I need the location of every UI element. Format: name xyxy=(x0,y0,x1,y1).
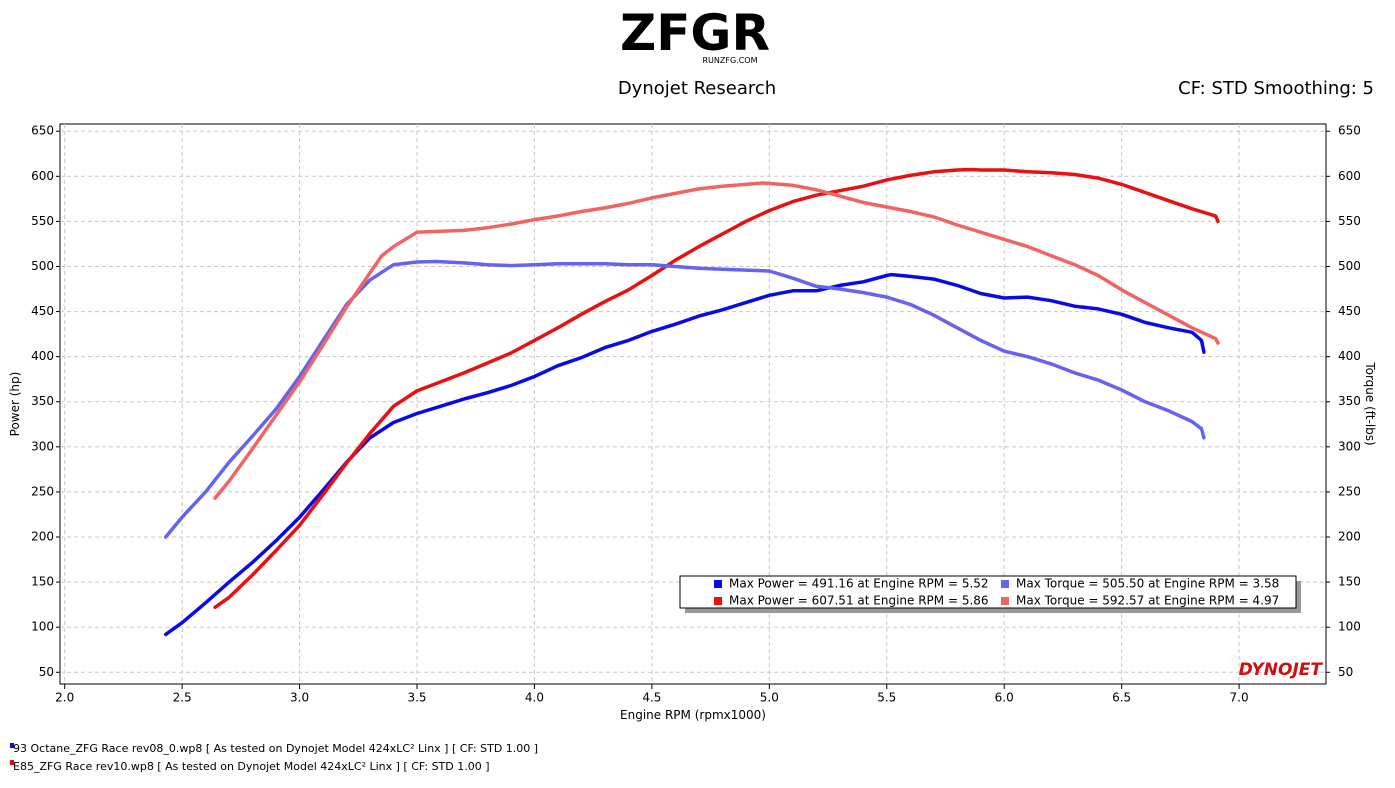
legend-label: Max Torque = 505.50 at Engine RPM = 3.58 xyxy=(1016,577,1279,591)
legend-label: Max Power = 491.16 at Engine RPM = 5.52 xyxy=(729,577,989,591)
y2-tick-label: 500 xyxy=(1338,259,1361,273)
y2-tick-label: 250 xyxy=(1338,484,1361,498)
y-tick-label: 100 xyxy=(31,620,54,634)
watermark: DYNOJET xyxy=(1239,660,1324,680)
x-tick-label: 4.5 xyxy=(642,691,661,705)
x-tick-label: 3.0 xyxy=(290,691,309,705)
plot-frame xyxy=(59,123,1327,685)
y-tick-label: 50 xyxy=(39,665,54,679)
series-line xyxy=(213,181,1220,500)
legend-label: Max Torque = 592.57 at Engine RPM = 4.97 xyxy=(1016,594,1279,608)
y-tick-label: 200 xyxy=(31,530,54,544)
x-tick-label: 2.5 xyxy=(173,691,192,705)
y-tick-label: 550 xyxy=(31,214,54,228)
x-tick-label: 7.0 xyxy=(1230,691,1249,705)
legend-label: Max Power = 607.51 at Engine RPM = 5.86 xyxy=(729,594,989,608)
y-tick-label: 250 xyxy=(31,484,54,498)
y2-tick-label: 50 xyxy=(1338,665,1353,679)
y-axis-label: Power (hp) xyxy=(8,372,22,437)
y2-tick-label: 100 xyxy=(1338,620,1361,634)
y2-tick-label: 450 xyxy=(1338,304,1361,318)
file-flag xyxy=(10,743,14,748)
x-axis-label: Engine RPM (rpmx1000) xyxy=(620,708,766,722)
y2-axis-label: Torque (ft-lbs) xyxy=(1363,361,1377,445)
x-tick-label: 4.0 xyxy=(525,691,544,705)
x-tick-label: 2.0 xyxy=(55,691,74,705)
legend-marker xyxy=(714,597,722,605)
legend-marker xyxy=(714,580,722,588)
legend-marker xyxy=(1001,597,1009,605)
x-tick-label: 6.0 xyxy=(995,691,1014,705)
logo-sub: RUNZFG.COM xyxy=(702,56,757,65)
y-tick-label: 350 xyxy=(31,394,54,408)
y-tick-label: 500 xyxy=(31,259,54,273)
y2-tick-label: 300 xyxy=(1338,439,1361,453)
y-tick-label: 400 xyxy=(31,349,54,363)
logo: ZFGR xyxy=(620,4,769,62)
y2-tick-label: 150 xyxy=(1338,575,1361,589)
y-tick-label: 300 xyxy=(31,439,54,453)
y2-tick-label: 200 xyxy=(1338,530,1361,544)
legend-marker xyxy=(1001,580,1009,588)
y-tick-label: 150 xyxy=(31,575,54,589)
y-tick-label: 650 xyxy=(31,124,54,138)
x-tick-label: 5.5 xyxy=(877,691,896,705)
footnote: E85_ZFG Race rev10.wp8 [ As tested on Dy… xyxy=(13,760,490,773)
y2-tick-label: 400 xyxy=(1338,349,1361,363)
y-tick-label: 600 xyxy=(31,169,54,183)
file-flag xyxy=(10,760,14,765)
x-tick-label: 3.5 xyxy=(407,691,426,705)
x-tick-label: 5.0 xyxy=(760,691,779,705)
footnote: 93 Octane_ZFG Race rev08_0.wp8 [ As test… xyxy=(13,742,538,755)
legend-box xyxy=(679,575,1297,609)
y2-tick-label: 350 xyxy=(1338,394,1361,408)
chart-title: Dynojet Research xyxy=(618,78,776,99)
y-tick-label: 450 xyxy=(31,304,54,318)
y2-tick-label: 650 xyxy=(1338,124,1361,138)
y2-tick-label: 600 xyxy=(1338,169,1361,183)
y2-tick-label: 550 xyxy=(1338,214,1361,228)
series-line xyxy=(213,167,1220,610)
chart-subtitle: CF: STD Smoothing: 5 xyxy=(1178,78,1374,99)
x-tick-label: 6.5 xyxy=(1112,691,1131,705)
